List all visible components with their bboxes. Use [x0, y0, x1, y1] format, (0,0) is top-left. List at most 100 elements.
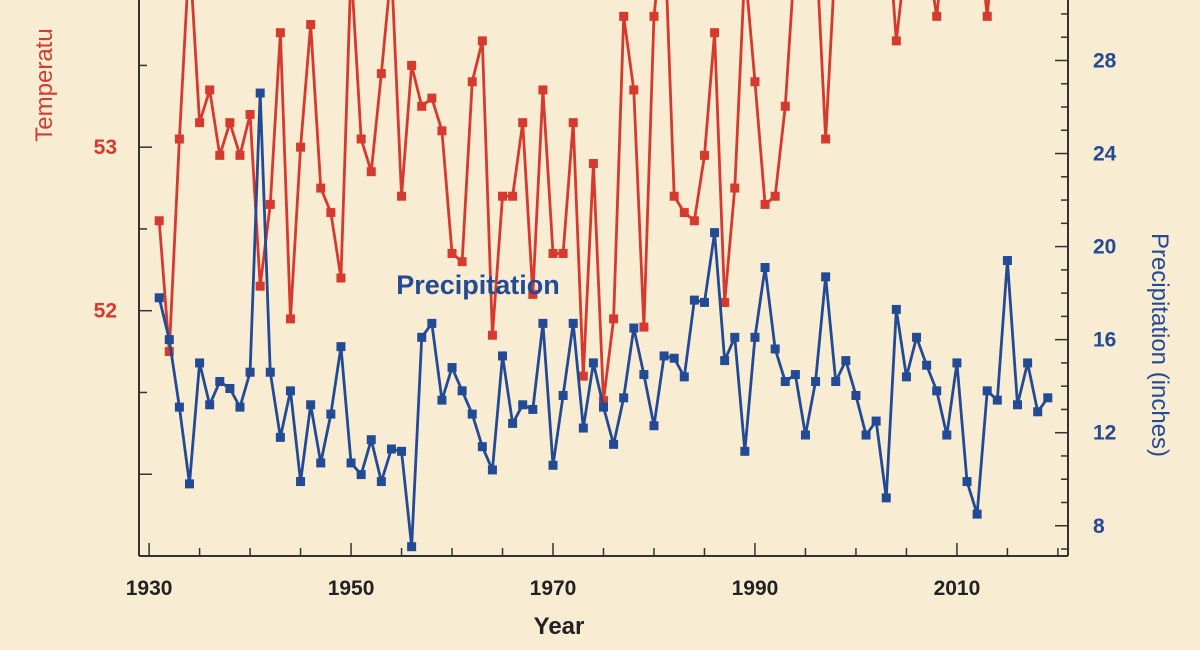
- precipitation-point: [689, 295, 699, 305]
- temperature-point: [306, 20, 316, 30]
- precipitation-point: [800, 430, 810, 440]
- precipitation-point: [770, 344, 780, 354]
- precipitation-point: [841, 356, 851, 366]
- precipitation-series: [154, 88, 1053, 552]
- right-tick-label: 16: [1093, 329, 1116, 352]
- precipitation-point: [397, 446, 407, 456]
- precipitation-point: [558, 390, 568, 400]
- temperature-point: [730, 183, 740, 193]
- temperature-point: [558, 248, 568, 258]
- precipitation-point: [992, 395, 1002, 405]
- temperature-point: [407, 60, 417, 70]
- precipitation-point: [669, 353, 679, 363]
- precipitation-point: [720, 356, 730, 366]
- temperature-point: [164, 347, 174, 357]
- precipitation-point: [649, 421, 659, 431]
- temperature-point: [356, 134, 366, 144]
- precipitation-point: [710, 228, 720, 238]
- temperature-point: [639, 322, 649, 332]
- precipitation-point: [588, 358, 598, 368]
- precipitation-point: [962, 477, 972, 487]
- temperature-point: [568, 118, 578, 128]
- temperature-point: [427, 93, 437, 103]
- right-axis-title: Precipitation (inches): [1146, 233, 1173, 457]
- temperature-point: [588, 159, 598, 169]
- temperature-point: [437, 126, 447, 136]
- precipitation-point: [508, 418, 518, 428]
- precipitation-point: [740, 446, 750, 456]
- precipitation-point: [386, 444, 396, 454]
- precipitation-point: [760, 263, 770, 273]
- precipitation-point: [730, 332, 740, 342]
- precipitation-point: [952, 358, 962, 368]
- precipitation-point: [366, 435, 376, 445]
- temperature-point: [417, 101, 427, 111]
- right-tick-label: 28: [1093, 49, 1117, 72]
- precipitation-point: [275, 432, 285, 442]
- temperature-point: [195, 118, 205, 128]
- precipitation-point: [679, 372, 689, 382]
- precipitation-point: [932, 386, 942, 396]
- temperature-point: [710, 28, 720, 38]
- precipitation-point: [1013, 400, 1023, 410]
- precipitation-point: [235, 402, 245, 412]
- temperature-point: [982, 11, 992, 21]
- precipitation-point: [982, 386, 992, 396]
- precipitation-point: [972, 509, 982, 519]
- precipitation-point: [639, 370, 649, 380]
- temperature-point: [578, 371, 588, 381]
- precipitation-point: [356, 470, 366, 480]
- temperature-point: [538, 85, 548, 95]
- right-tick-label: 8: [1093, 515, 1105, 538]
- x-tick-label: 1930: [126, 577, 173, 600]
- precipitation-point: [487, 465, 497, 475]
- precipitation-point: [457, 386, 467, 396]
- precipitation-point: [901, 372, 911, 382]
- temperature-point: [679, 208, 689, 218]
- precipitation-point: [255, 88, 265, 98]
- temperature-point: [528, 289, 538, 299]
- temperature-point: [376, 69, 386, 79]
- precipitation-point: [184, 479, 194, 489]
- temperature-point: [649, 11, 659, 21]
- precipitation-point: [376, 477, 386, 487]
- precipitation-point: [780, 377, 790, 387]
- temperature-point: [750, 77, 760, 87]
- precipitation-point: [437, 395, 447, 405]
- precipitation-point: [871, 416, 881, 426]
- precipitation-point: [1002, 256, 1012, 266]
- left-axis-ticks: 53 52: [94, 64, 152, 557]
- right-tick-label: 12: [1093, 422, 1116, 445]
- temperature-point: [397, 191, 407, 201]
- temperature-point: [245, 109, 255, 119]
- precipitation-point: [205, 400, 215, 410]
- precipitation-point: [417, 332, 427, 342]
- precipitation-point: [750, 332, 760, 342]
- temperature-point: [518, 118, 528, 128]
- temperature-point: [891, 36, 901, 46]
- temperature-point: [498, 191, 508, 201]
- temperature-point: [316, 183, 326, 193]
- temperature-point: [689, 216, 699, 226]
- precipitation-point: [518, 400, 528, 410]
- temperature-point: [265, 199, 275, 209]
- precipitation-point: [790, 370, 800, 380]
- precipitation-point: [548, 460, 558, 470]
- precipitation-point: [316, 458, 326, 468]
- temperature-point: [619, 11, 629, 21]
- temperature-point: [669, 191, 679, 201]
- x-axis-title: Year: [534, 613, 585, 640]
- precipitation-point: [336, 342, 346, 352]
- right-tick-label: 20: [1093, 236, 1116, 259]
- precipitation-point: [609, 439, 619, 449]
- precipitation-point: [811, 377, 821, 387]
- temperature-point: [457, 257, 467, 267]
- precipitation-point: [326, 409, 336, 419]
- temperature-point: [699, 150, 709, 160]
- precipitation-point: [942, 430, 952, 440]
- precipitation-point: [821, 272, 831, 282]
- temperature-point: [205, 85, 215, 95]
- x-tick-label: 1950: [328, 577, 375, 600]
- x-tick-label: 1990: [732, 577, 779, 600]
